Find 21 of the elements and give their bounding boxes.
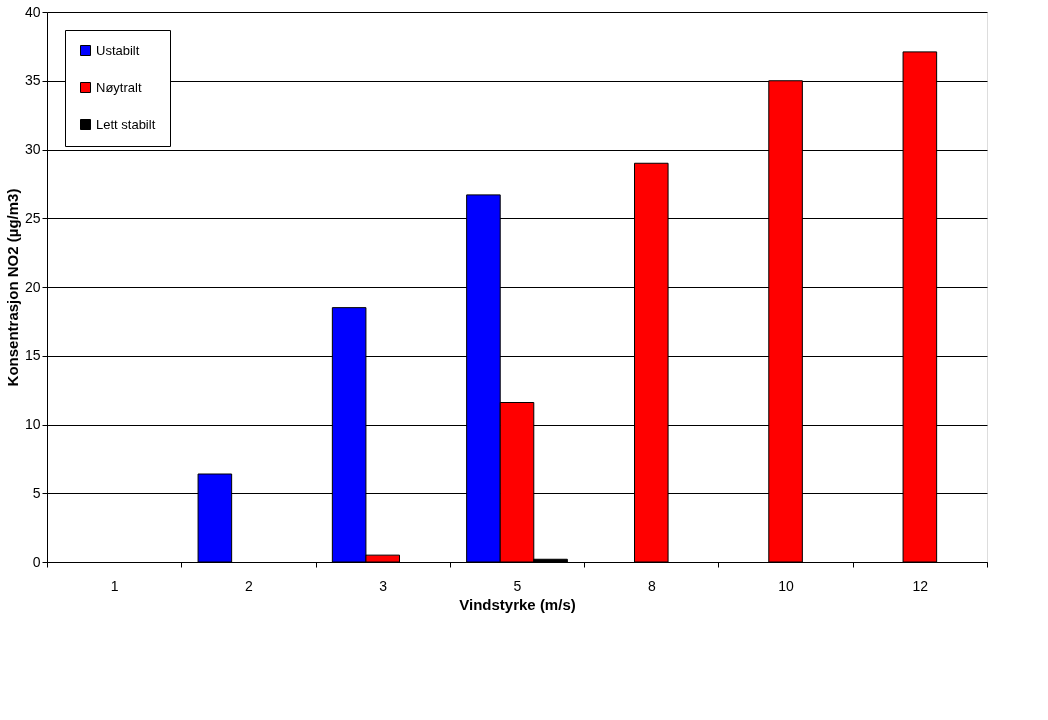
y-tick-label: 25: [24, 209, 41, 226]
y-tick-label: 5: [32, 484, 41, 501]
x-tick-label: 3: [379, 577, 388, 594]
x-tick-label: 5: [513, 577, 522, 594]
y-tick-label: 15: [24, 347, 41, 364]
y-tick-label: 0: [32, 553, 41, 570]
x-tick-label: 8: [647, 577, 656, 594]
x-tick-label: 10: [778, 577, 795, 594]
x-tick-label: 2: [245, 577, 254, 594]
legend-label: Lett stabilt: [96, 116, 156, 132]
y-tick-label: 20: [24, 278, 41, 295]
y-tick-label: 10: [24, 416, 41, 432]
y-tick-label: 35: [24, 72, 41, 89]
y-tick-label: 30: [24, 141, 41, 157]
y-tick-label: 40: [24, 3, 41, 20]
x-axis-title: Vindstyrke (m/s): [459, 595, 576, 613]
x-tick-label: 12: [912, 577, 929, 594]
x-tick-label: 1: [110, 577, 119, 594]
y-axis-title: Konsentrasjon NO2 (µg/m3): [3, 188, 21, 387]
legend-label: Ustabilt: [96, 42, 140, 58]
legend-label: Nøytralt: [96, 79, 142, 95]
